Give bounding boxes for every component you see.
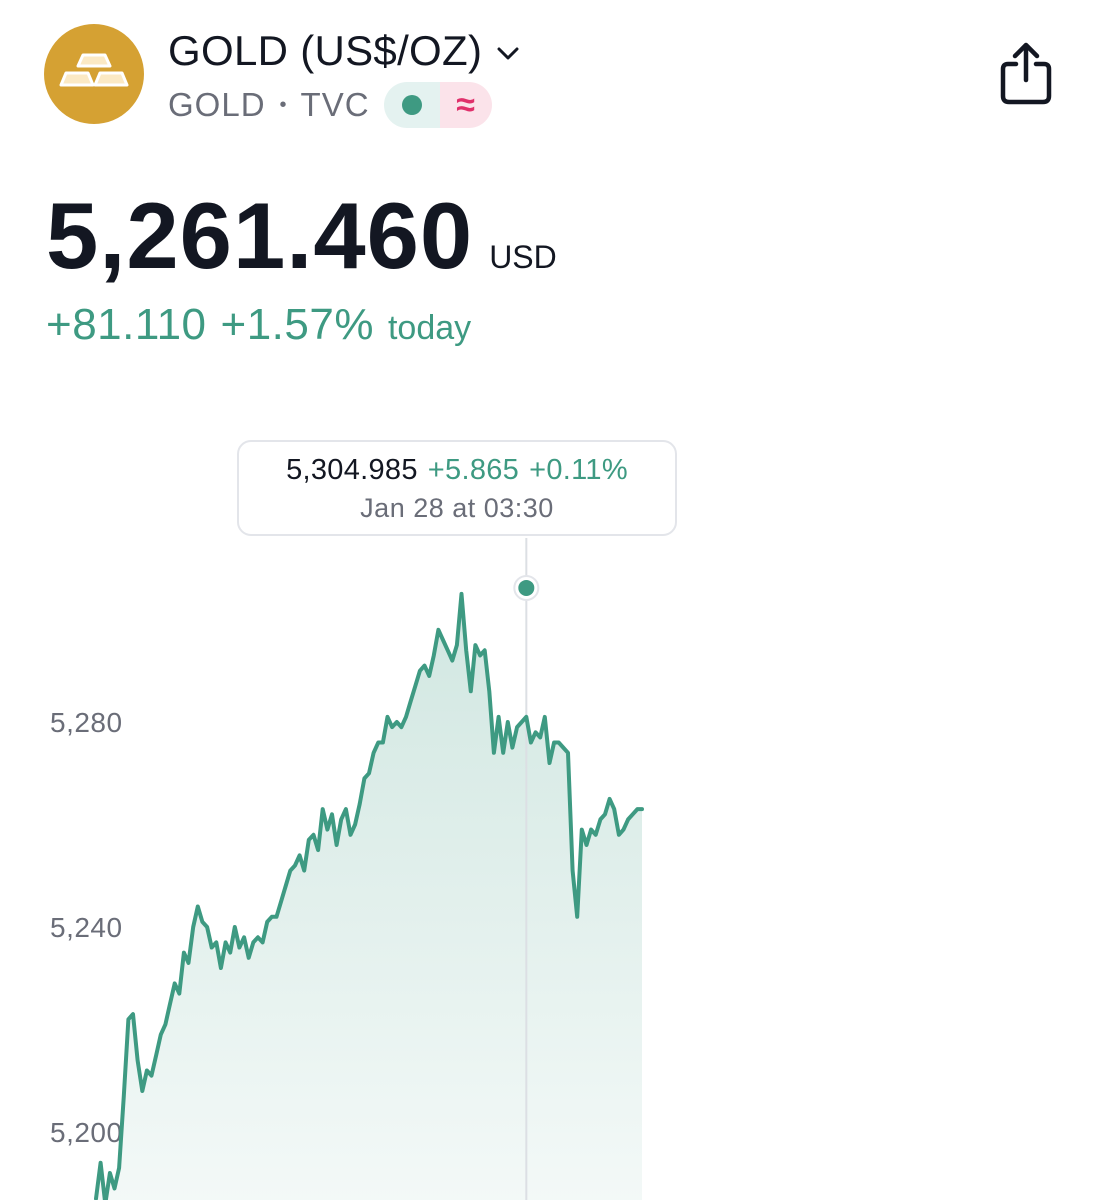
gold-logo xyxy=(44,24,144,124)
share-icon xyxy=(1000,42,1052,105)
tooltip-change: +5.865 xyxy=(427,454,520,486)
y-tick-label: 5,200 xyxy=(50,1117,123,1148)
change-absolute: +81.110 xyxy=(46,300,207,349)
symbol-selector[interactable]: GOLD (US$/OZ) xyxy=(168,24,520,78)
market-status-badge[interactable]: ≈ xyxy=(383,82,492,128)
price-area xyxy=(96,593,642,1200)
instrument-header: GOLD (US$/OZ) GOLD • TVC ≈ xyxy=(0,0,1108,140)
instrument-subtitle: GOLD • TVC ≈ xyxy=(168,82,492,128)
quote-block: 5,261.460 USD +81.110 +1.57% today xyxy=(46,186,557,350)
tooltip-change-percent: +0.11% xyxy=(529,454,628,486)
change-period: today xyxy=(387,309,472,347)
daily-change: +81.110 +1.57% today xyxy=(46,300,557,350)
symbol-code: GOLD xyxy=(168,86,266,123)
y-tick-label: 5,240 xyxy=(50,912,123,943)
gold-bars-icon xyxy=(59,53,129,87)
price-line xyxy=(94,591,644,1200)
last-price: 5,261.460 xyxy=(46,183,474,288)
y-axis: 5,200 5,240 5,280 xyxy=(50,707,123,1148)
market-open-indicator xyxy=(383,82,440,128)
chevron-down-icon xyxy=(497,47,519,60)
exchange-name: TVC xyxy=(300,86,370,123)
share-button[interactable] xyxy=(998,40,1054,106)
delayed-data-icon: ≈ xyxy=(439,82,492,128)
change-percent: +1.57% xyxy=(220,300,374,349)
separator-dot: • xyxy=(279,93,287,116)
price-chart[interactable]: 5,200 5,240 5,280 xyxy=(0,380,1108,1200)
status-dot-icon xyxy=(401,95,422,115)
crosshair-tooltip: 5,304.985 +5.865 +0.11% Jan 28 at 03:30 xyxy=(237,440,677,536)
y-tick-label: 5,280 xyxy=(50,707,123,738)
instrument-title: GOLD (US$/OZ) xyxy=(168,27,483,74)
tooltip-price: 5,304.985 xyxy=(286,454,418,486)
tooltip-datetime: Jan 28 at 03:30 xyxy=(360,493,554,523)
currency-label: USD xyxy=(489,239,557,275)
crosshair-marker xyxy=(518,579,535,596)
